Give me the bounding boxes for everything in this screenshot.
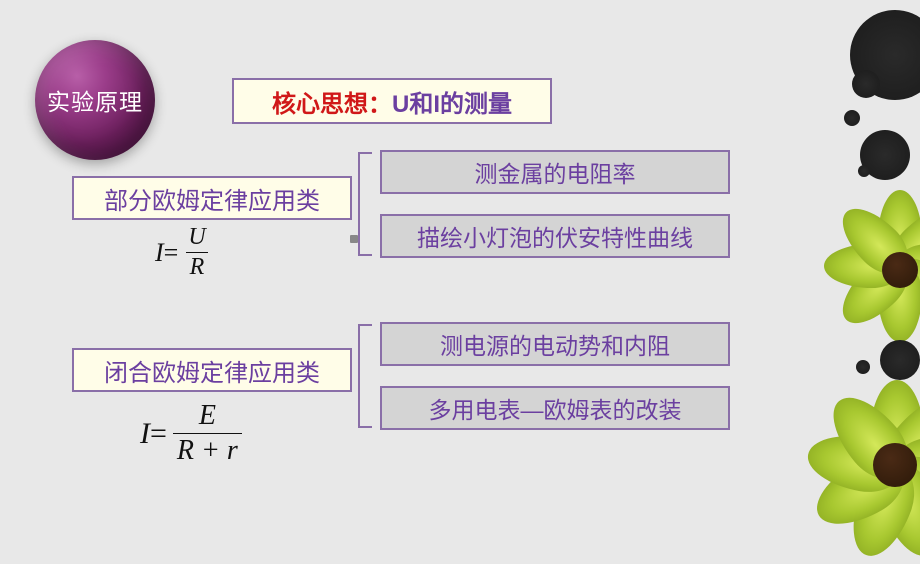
formula1-lhs: I — [155, 238, 164, 268]
category1-label: 部分欧姆定律应用类 — [104, 181, 320, 216]
formula2-eq: = — [150, 417, 167, 451]
formula-1: I = U R — [155, 224, 210, 281]
formula2-den: R + r — [173, 433, 242, 467]
core-title-box: 核心思想：U和I的测量 — [232, 78, 552, 124]
right-decoration — [800, 0, 920, 518]
item-3-text: 测电源的电动势和内阻 — [440, 327, 670, 361]
title-purple-part: U和I的测量 — [392, 84, 512, 119]
title-red-part: 核心思想： — [272, 84, 392, 119]
dot-marker — [350, 235, 358, 243]
item-1-text: 测金属的电阻率 — [475, 155, 636, 189]
item-4-text: 多用电表—欧姆表的改装 — [429, 391, 682, 425]
formula2-lhs: I — [140, 417, 150, 451]
bracket-1 — [358, 152, 372, 256]
category2-label: 闭合欧姆定律应用类 — [104, 353, 320, 388]
category1-box: 部分欧姆定律应用类 — [72, 176, 352, 220]
item-2-text: 描绘小灯泡的伏安特性曲线 — [417, 219, 693, 253]
formula-2: I = E R + r — [140, 400, 242, 467]
formula1-fraction: U R — [184, 224, 209, 281]
item-4-box: 多用电表—欧姆表的改装 — [380, 386, 730, 430]
category2-box: 闭合欧姆定律应用类 — [72, 348, 352, 392]
formula2-num: E — [195, 400, 220, 433]
badge-circle: 实验原理 — [35, 40, 155, 160]
formula2-fraction: E R + r — [173, 400, 242, 467]
item-2-box: 描绘小灯泡的伏安特性曲线 — [380, 214, 730, 258]
formula1-num: U — [184, 224, 209, 252]
item-3-box: 测电源的电动势和内阻 — [380, 322, 730, 366]
badge-text: 实验原理 — [47, 83, 143, 117]
formula1-den: R — [186, 252, 209, 281]
item-1-box: 测金属的电阻率 — [380, 150, 730, 194]
formula1-eq: = — [164, 238, 179, 268]
bracket-2 — [358, 324, 372, 428]
